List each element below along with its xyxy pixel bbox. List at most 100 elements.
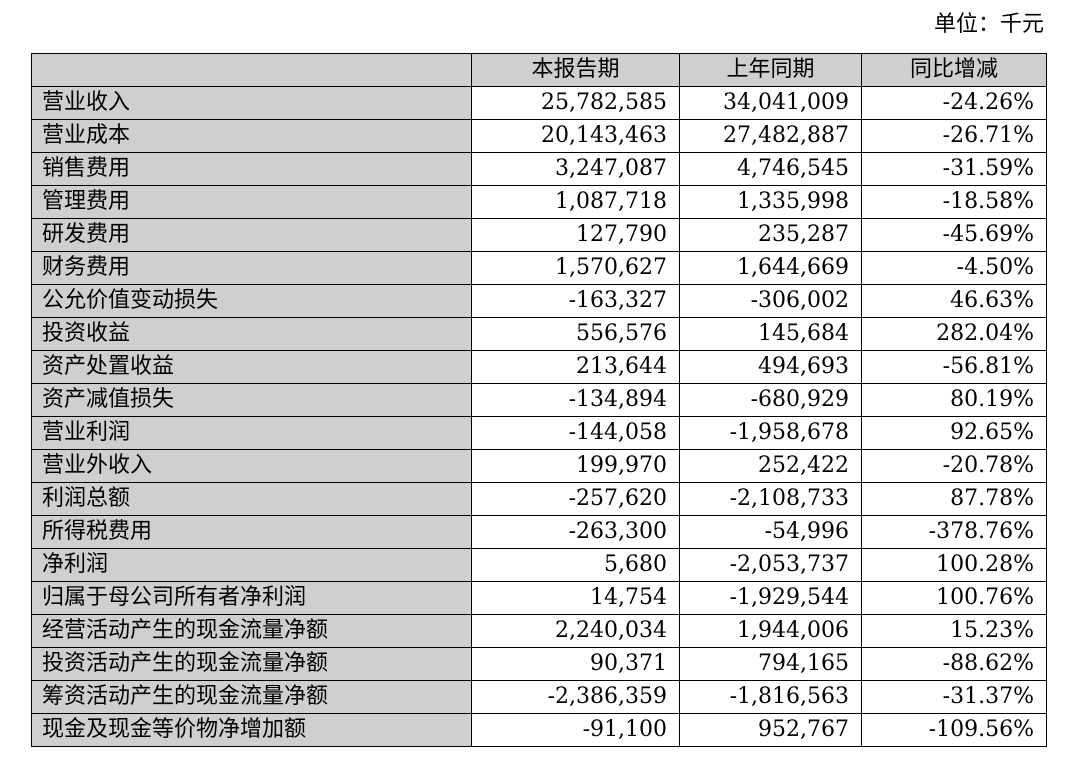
row-current-value: 213,644 [471,350,680,384]
row-item-label: 资产减值损失 [31,383,472,417]
row-item-label: 管理费用 [31,185,472,219]
row-current-value: 127,790 [471,218,680,252]
row-prior-value: 1,335,998 [679,185,862,219]
row-yoy-change: -109.56% [861,713,1047,747]
row-item-label: 营业外收入 [31,449,472,483]
row-prior-value: -680,929 [679,383,862,417]
row-item-label: 营业成本 [31,119,472,153]
table-row: 公允价值变动损失 -163,327 -306,002 46.63% [31,284,1047,318]
row-prior-value: 4,746,545 [679,152,862,186]
row-item-label: 现金及现金等价物净增加额 [31,713,472,747]
row-item-label: 投资活动产生的现金流量净额 [31,647,472,681]
row-current-value: 1,570,627 [471,251,680,285]
row-current-value: 199,970 [471,449,680,483]
row-prior-value: 952,767 [679,713,862,747]
row-current-value: -134,894 [471,383,680,417]
row-current-value: 556,576 [471,317,680,351]
row-prior-value: -2,053,737 [679,548,862,582]
table-row: 经营活动产生的现金流量净额 2,240,034 1,944,006 15.23% [31,614,1047,648]
unit-label: 单位：千元 [933,12,1044,37]
row-yoy-change: -24.26% [861,86,1047,120]
row-item-label: 财务费用 [31,251,472,285]
row-item-label: 经营活动产生的现金流量净额 [31,614,472,648]
row-item-label: 资产处置收益 [31,350,472,384]
row-yoy-change: 100.76% [861,581,1047,615]
row-yoy-change: -378.76% [861,515,1047,549]
header-prior-period: 上年同期 [679,53,862,87]
row-yoy-change: 46.63% [861,284,1047,318]
row-current-value: 25,782,585 [471,86,680,120]
row-current-value: 14,754 [471,581,680,615]
row-current-value: 1,087,718 [471,185,680,219]
header-yoy-change: 同比增减 [861,53,1047,87]
table-row: 营业利润 -144,058 -1,958,678 92.65% [31,416,1047,450]
row-item-label: 净利润 [31,548,472,582]
row-yoy-change: 92.65% [861,416,1047,450]
row-item-label: 投资收益 [31,317,472,351]
row-yoy-change: -31.37% [861,680,1047,714]
row-yoy-change: -56.81% [861,350,1047,384]
header-current-period: 本报告期 [471,53,680,87]
row-prior-value: 235,287 [679,218,862,252]
row-prior-value: -54,996 [679,515,862,549]
row-prior-value: 794,165 [679,647,862,681]
row-current-value: -163,327 [471,284,680,318]
row-prior-value: 145,684 [679,317,862,351]
row-yoy-change: -45.69% [861,218,1047,252]
row-yoy-change: -4.50% [861,251,1047,285]
row-yoy-change: 80.19% [861,383,1047,417]
row-yoy-change: 100.28% [861,548,1047,582]
table-row: 研发费用 127,790 235,287 -45.69% [31,218,1047,252]
row-current-value: 2,240,034 [471,614,680,648]
table-row: 筹资活动产生的现金流量净额 -2,386,359 -1,816,563 -31.… [31,680,1047,714]
row-yoy-change: -18.58% [861,185,1047,219]
row-item-label: 公允价值变动损失 [31,284,472,318]
row-current-value: 20,143,463 [471,119,680,153]
row-prior-value: 252,422 [679,449,862,483]
row-item-label: 利润总额 [31,482,472,516]
table-row: 销售费用 3,247,087 4,746,545 -31.59% [31,152,1047,186]
row-prior-value: -1,929,544 [679,581,862,615]
financial-table: 本报告期 上年同期 同比增减 营业收入 25,782,585 34,041,00… [31,53,1047,747]
row-yoy-change: -26.71% [861,119,1047,153]
table-row: 现金及现金等价物净增加额 -91,100 952,767 -109.56% [31,713,1047,747]
row-yoy-change: 282.04% [861,317,1047,351]
row-prior-value: -2,108,733 [679,482,862,516]
row-item-label: 研发费用 [31,218,472,252]
header-item [31,53,472,87]
row-item-label: 筹资活动产生的现金流量净额 [31,680,472,714]
row-prior-value: 1,644,669 [679,251,862,285]
row-item-label: 营业收入 [31,86,472,120]
row-yoy-change: 87.78% [861,482,1047,516]
row-prior-value: 1,944,006 [679,614,862,648]
row-current-value: -263,300 [471,515,680,549]
row-yoy-change: 15.23% [861,614,1047,648]
table-row: 所得税费用 -263,300 -54,996 -378.76% [31,515,1047,549]
row-current-value: -91,100 [471,713,680,747]
row-current-value: 3,247,087 [471,152,680,186]
table-row: 营业外收入 199,970 252,422 -20.78% [31,449,1047,483]
table-row: 投资活动产生的现金流量净额 90,371 794,165 -88.62% [31,647,1047,681]
row-item-label: 营业利润 [31,416,472,450]
table-row: 净利润 5,680 -2,053,737 100.28% [31,548,1047,582]
row-prior-value: 27,482,887 [679,119,862,153]
table-row: 营业收入 25,782,585 34,041,009 -24.26% [31,86,1047,120]
row-prior-value: 34,041,009 [679,86,862,120]
row-item-label: 归属于母公司所有者净利润 [31,581,472,615]
row-item-label: 销售费用 [31,152,472,186]
table-row: 投资收益 556,576 145,684 282.04% [31,317,1047,351]
row-prior-value: -306,002 [679,284,862,318]
row-yoy-change: -31.59% [861,152,1047,186]
row-current-value: 90,371 [471,647,680,681]
row-prior-value: -1,816,563 [679,680,862,714]
row-item-label: 所得税费用 [31,515,472,549]
table-row: 资产减值损失 -134,894 -680,929 80.19% [31,383,1047,417]
row-yoy-change: -20.78% [861,449,1047,483]
row-current-value: 5,680 [471,548,680,582]
table-row: 利润总额 -257,620 -2,108,733 87.78% [31,482,1047,516]
table-row: 营业成本 20,143,463 27,482,887 -26.71% [31,119,1047,153]
row-yoy-change: -88.62% [861,647,1047,681]
table-row: 管理费用 1,087,718 1,335,998 -18.58% [31,185,1047,219]
table-header-row: 本报告期 上年同期 同比增减 [31,53,1047,87]
row-current-value: -257,620 [471,482,680,516]
